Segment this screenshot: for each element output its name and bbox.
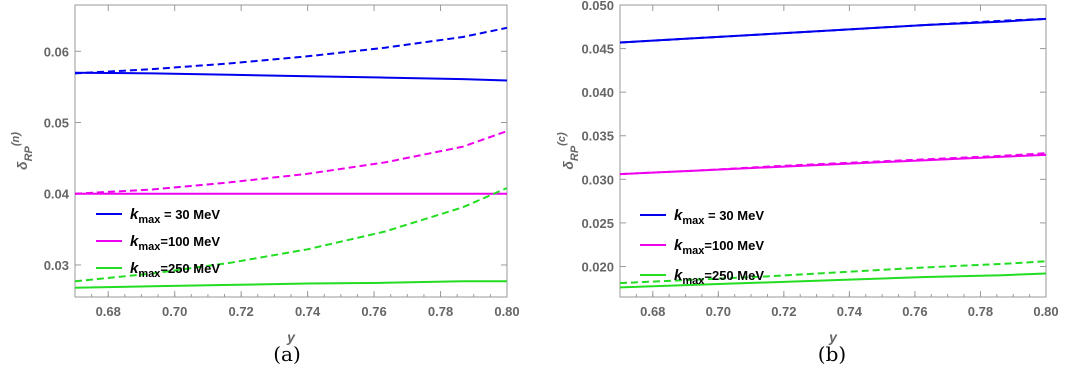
- x-tick-label: 0.78: [428, 304, 453, 319]
- y-axis-title: δRP(n): [10, 132, 35, 170]
- legend-label: kmax=100 MeV: [674, 237, 764, 257]
- legend-label: kmax=250 MeV: [130, 260, 220, 280]
- x-tick-label: 0.72: [228, 304, 253, 319]
- legend-label: kmax = 30 MeV: [674, 207, 764, 227]
- x-tick-label: 0.68: [640, 304, 665, 319]
- y-tick-label: 0.03: [44, 258, 69, 273]
- y-tick-label: 0.04: [44, 187, 70, 202]
- y-tick-label: 0.045: [581, 42, 614, 57]
- plot-frame: [75, 5, 507, 297]
- x-tick-label: 0.78: [968, 304, 993, 319]
- y-tick-label: 0.030: [581, 172, 614, 187]
- y-tick-label: 0.035: [581, 129, 614, 144]
- legend-label: kmax = 30 MeV: [130, 206, 220, 226]
- panel-caption: (a): [273, 342, 301, 366]
- x-tick-label: 0.80: [1033, 304, 1058, 319]
- x-tick-label: 0.68: [96, 304, 121, 319]
- x-tick-label: 0.80: [494, 304, 519, 319]
- series-line-1: [75, 28, 507, 74]
- x-tick-label: 0.76: [361, 304, 386, 319]
- x-tick-label: 0.72: [771, 304, 796, 319]
- y-axis-title: δRP(c): [556, 132, 581, 170]
- panel-a: 0.68 0.70 0.72 0.74 0.76 0.78 0.80 0.03 0.04 0.05…: [10, 5, 520, 366]
- series-line-0: [75, 73, 507, 81]
- y-tick-label: 0.05: [44, 116, 69, 131]
- x-tick-label: 0.74: [295, 304, 321, 319]
- series-line-4: [75, 281, 507, 287]
- x-tick-label: 0.74: [837, 304, 863, 319]
- y-tick-label: 0.020: [581, 259, 614, 274]
- panel-caption: (b): [818, 342, 846, 366]
- series-line-3: [75, 131, 507, 194]
- y-tick-label: 0.06: [44, 44, 69, 59]
- y-tick-label: 0.025: [581, 216, 614, 231]
- x-tick-label: 0.70: [162, 304, 187, 319]
- x-tick-label: 0.70: [706, 304, 731, 319]
- panel-b: 0.68 0.70 0.72 0.74 0.76 0.78 0.80 0.020 0.025 0.…: [556, 0, 1059, 366]
- legend-label: kmax=100 MeV: [130, 233, 220, 253]
- y-tick-label: 0.040: [581, 85, 614, 100]
- y-tick-label: 0.050: [581, 0, 614, 13]
- x-tick-label: 0.76: [902, 304, 927, 319]
